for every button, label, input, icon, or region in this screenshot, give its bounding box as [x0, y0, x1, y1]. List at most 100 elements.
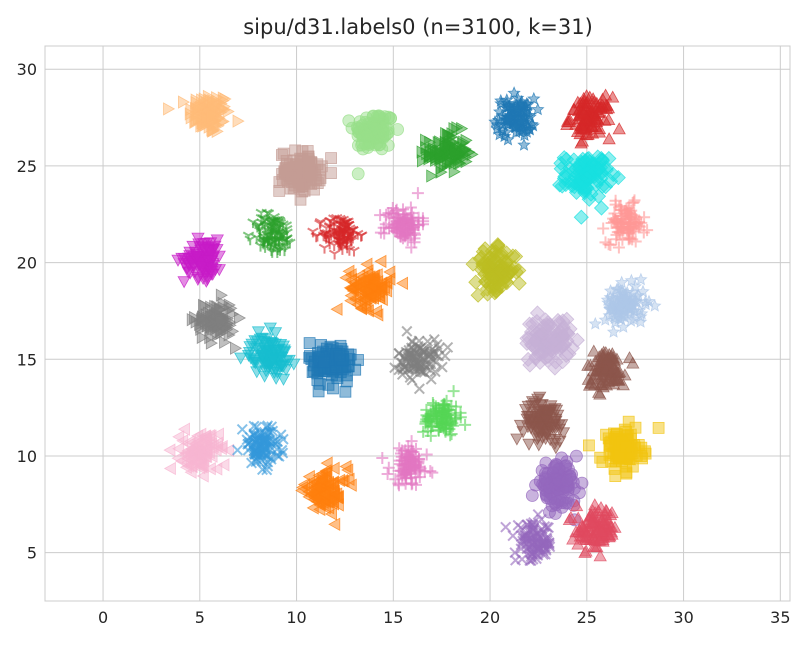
data-point	[318, 243, 331, 254]
data-point	[339, 271, 352, 285]
plot-area	[44, 45, 791, 602]
data-point	[515, 97, 529, 111]
data-point	[605, 217, 618, 229]
data-point	[553, 155, 569, 171]
x-tick-label: 15	[383, 608, 403, 627]
data-point	[573, 209, 589, 225]
data-point	[328, 249, 341, 260]
data-point	[263, 227, 276, 238]
data-point	[574, 136, 588, 149]
data-point	[255, 213, 268, 224]
data-point	[293, 161, 306, 174]
data-point	[339, 385, 352, 398]
data-point	[192, 111, 206, 126]
data-point	[492, 104, 507, 118]
data-point	[374, 226, 387, 239]
data-point	[610, 228, 623, 241]
data-point	[612, 122, 626, 135]
data-point	[181, 266, 195, 279]
cluster-group	[465, 237, 527, 303]
y-tick-label: 30	[17, 60, 37, 79]
data-point	[525, 489, 539, 502]
data-point	[622, 231, 635, 244]
y-tick-label: 5	[27, 544, 37, 563]
x-tick-label: 10	[286, 608, 306, 627]
cluster-group	[374, 187, 430, 254]
data-point	[560, 117, 574, 131]
data-point	[448, 122, 461, 136]
data-point	[449, 145, 462, 160]
data-point	[602, 112, 616, 126]
data-point	[199, 275, 213, 288]
data-point	[416, 145, 429, 159]
data-point	[342, 114, 356, 128]
data-point	[351, 167, 365, 181]
data-point	[583, 439, 595, 452]
data-point	[366, 110, 380, 123]
data-point	[430, 151, 443, 165]
data-point	[211, 124, 224, 139]
cluster-group	[597, 194, 654, 254]
data-point	[229, 341, 243, 355]
data-point	[266, 236, 278, 246]
data-point	[358, 299, 371, 313]
data-point	[486, 255, 502, 271]
data-point	[581, 127, 595, 140]
data-point	[352, 121, 366, 135]
data-point	[387, 207, 400, 220]
data-point	[312, 385, 325, 398]
data-point	[328, 229, 341, 240]
data-point	[511, 275, 527, 291]
data-point	[222, 104, 235, 119]
data-point	[623, 217, 636, 230]
data-point	[317, 356, 330, 369]
data-point	[608, 215, 620, 228]
data-point	[397, 203, 409, 216]
data-point	[205, 262, 219, 275]
data-point	[210, 234, 224, 247]
data-point	[195, 261, 209, 274]
data-point	[163, 102, 176, 116]
data-point	[330, 302, 343, 316]
data-point	[597, 222, 610, 235]
data-point	[615, 210, 628, 222]
data-point	[435, 161, 448, 175]
x-tick-label: 20	[480, 608, 500, 627]
data-point	[408, 227, 421, 240]
data-point	[625, 222, 637, 235]
data-point	[604, 239, 617, 251]
data-point	[191, 232, 205, 245]
data-point	[491, 278, 507, 294]
data-point	[492, 127, 507, 141]
data-point	[320, 233, 332, 244]
data-point	[398, 209, 411, 222]
data-point	[384, 112, 397, 125]
cluster-group	[242, 208, 296, 258]
data-point	[185, 111, 198, 125]
data-point	[216, 115, 229, 129]
data-point	[233, 311, 247, 325]
data-point	[325, 167, 337, 180]
data-point	[404, 201, 417, 214]
data-point	[268, 217, 281, 228]
data-point	[426, 169, 439, 183]
x-tick-label: 0	[98, 608, 108, 627]
data-point	[347, 225, 359, 236]
data-point	[354, 275, 367, 289]
data-point	[334, 214, 346, 225]
data-point	[417, 215, 430, 228]
data-point	[381, 138, 395, 152]
data-point	[442, 128, 455, 142]
data-point	[628, 194, 641, 207]
data-point	[371, 308, 384, 322]
data-point	[177, 276, 191, 289]
y-tick-label: 15	[17, 350, 37, 369]
data-point	[284, 171, 297, 184]
data-point	[629, 210, 642, 223]
data-point	[251, 222, 264, 233]
data-point	[491, 113, 506, 126]
data-point	[612, 241, 625, 254]
x-tick-label: 30	[673, 608, 693, 627]
data-point	[456, 121, 469, 136]
data-point	[569, 117, 583, 130]
